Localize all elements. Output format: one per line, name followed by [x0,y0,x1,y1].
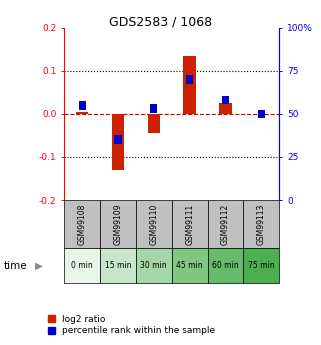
Bar [208,248,243,283]
Bar [208,200,243,248]
Text: GSM99111: GSM99111 [185,204,194,245]
Bar [186,75,193,84]
Bar [219,103,232,114]
Text: GSM99110: GSM99110 [149,204,158,245]
Text: GDS2583 / 1068: GDS2583 / 1068 [109,16,212,29]
Bar [243,248,279,283]
Bar [222,96,229,104]
Bar [172,248,208,283]
Bar [172,200,208,248]
Bar [76,112,88,114]
Bar [136,248,172,283]
Bar [183,56,196,114]
Bar [150,104,157,113]
Text: 30 min: 30 min [141,261,167,270]
Text: 60 min: 60 min [212,261,239,270]
Bar [243,200,279,248]
Text: ▶: ▶ [35,261,43,270]
Bar [64,200,100,248]
Bar [100,200,136,248]
Bar [112,114,124,170]
Bar [100,248,136,283]
Bar [148,114,160,133]
Bar [79,101,86,110]
Text: time: time [3,261,27,270]
Bar [64,248,100,283]
Bar [114,136,122,144]
Text: 75 min: 75 min [248,261,275,270]
Text: GSM99109: GSM99109 [113,204,123,245]
Bar [258,110,265,118]
Bar [136,200,172,248]
Text: GSM99108: GSM99108 [78,204,87,245]
Text: GSM99112: GSM99112 [221,204,230,245]
Text: 15 min: 15 min [105,261,131,270]
Text: GSM99113: GSM99113 [257,204,266,245]
Text: 45 min: 45 min [176,261,203,270]
Legend: log2 ratio, percentile rank within the sample: log2 ratio, percentile rank within the s… [46,313,217,337]
Text: 0 min: 0 min [71,261,93,270]
